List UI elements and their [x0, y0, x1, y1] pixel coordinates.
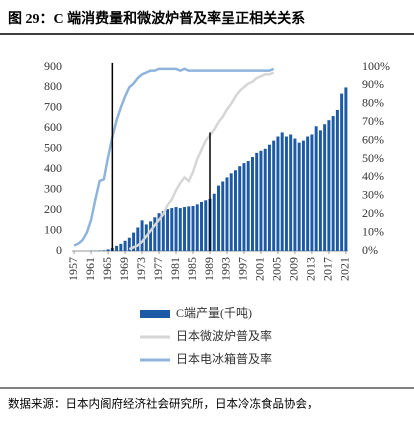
- bar: [192, 206, 195, 251]
- y2-tick-label: 90%: [362, 77, 384, 91]
- legend-label: 日本电冰箱普及率: [176, 351, 272, 366]
- y-tick-label: 900: [44, 59, 62, 73]
- x-tick-label: 2017: [321, 257, 335, 281]
- bar: [204, 200, 207, 251]
- bar: [251, 157, 254, 251]
- y-tick-label: 800: [44, 79, 62, 93]
- bar: [276, 137, 279, 251]
- x-tick-label: 1973: [134, 257, 148, 281]
- x-tick-label: 1965: [100, 257, 114, 281]
- y2-tick-label: 30%: [362, 188, 384, 202]
- y-tick-label: 0: [56, 243, 62, 257]
- y2-tick-label: 50%: [362, 151, 384, 165]
- y-tick-label: 600: [44, 120, 62, 134]
- bar: [306, 137, 309, 251]
- x-tick-label: 2009: [287, 257, 301, 281]
- bar: [102, 250, 105, 251]
- y2-tick-label: 10%: [362, 224, 384, 238]
- bar: [255, 153, 258, 251]
- bar: [293, 139, 296, 251]
- bar: [213, 194, 216, 251]
- bar: [200, 202, 203, 251]
- y-tick-label: 300: [44, 181, 62, 195]
- bar: [196, 204, 199, 251]
- bar: [264, 149, 267, 251]
- bar: [315, 126, 318, 251]
- bar: [323, 124, 326, 251]
- bar: [124, 241, 127, 251]
- x-tick-label: 1977: [151, 257, 165, 281]
- bar: [336, 110, 339, 251]
- x-tick-label: 1989: [202, 257, 216, 281]
- bar: [166, 209, 169, 251]
- legend-label: C端产量(千吨): [176, 306, 252, 320]
- bar: [272, 141, 275, 251]
- x-tick-label: 1957: [66, 257, 80, 281]
- y-tick-label: 700: [44, 100, 62, 114]
- bar: [332, 116, 335, 251]
- bar: [136, 227, 139, 251]
- bar: [247, 161, 250, 251]
- chart-title: 图 29：C 端消费量和微波炉普及率呈正相关关系: [8, 10, 305, 27]
- bar: [285, 137, 288, 251]
- bar: [259, 151, 262, 251]
- x-tick-label: 2005: [270, 257, 284, 281]
- bar: [344, 87, 347, 251]
- bar: [234, 170, 237, 251]
- bar: [115, 246, 118, 251]
- bar: [310, 134, 313, 251]
- x-tick-label: 1969: [117, 257, 131, 281]
- y2-tick-label: 70%: [362, 114, 384, 128]
- y2-tick-label: 80%: [362, 96, 384, 110]
- bar: [268, 145, 271, 251]
- y2-tick-label: 60%: [362, 132, 384, 146]
- bar: [225, 177, 228, 251]
- bar: [298, 143, 301, 251]
- bar: [327, 120, 330, 251]
- y-tick-label: 100: [44, 222, 62, 236]
- y2-tick-label: 40%: [362, 169, 384, 183]
- y-tick-label: 200: [44, 202, 62, 216]
- bar: [187, 206, 190, 251]
- bar: [170, 208, 173, 251]
- x-tick-label: 1981: [168, 257, 182, 281]
- x-tick-label: 1985: [185, 257, 199, 281]
- bar: [238, 166, 241, 251]
- x-tick-label: 1997: [236, 257, 250, 281]
- x-tick-label: 2013: [304, 257, 318, 281]
- bar: [183, 207, 186, 251]
- bar: [217, 186, 220, 251]
- y-tick-label: 500: [44, 141, 62, 155]
- bar: [221, 181, 224, 251]
- y2-tick-label: 20%: [362, 206, 384, 220]
- bar: [119, 244, 122, 251]
- bar: [141, 220, 144, 251]
- x-tick-label: 2021: [338, 257, 352, 281]
- bar: [179, 208, 182, 251]
- y2-tick-label: 0%: [362, 243, 378, 257]
- bar: [289, 134, 292, 251]
- bar: [107, 249, 110, 251]
- bar: [230, 173, 233, 251]
- legend-swatch: [140, 310, 170, 318]
- x-tick-label: 1961: [83, 257, 97, 281]
- bar: [340, 94, 343, 251]
- bar: [302, 141, 305, 251]
- y2-tick-label: 100%: [362, 59, 390, 73]
- bar: [242, 163, 245, 251]
- x-tick-label: 2001: [253, 257, 267, 281]
- legend-label: 日本微波炉普及率: [176, 328, 272, 343]
- x-tick-label: 1993: [219, 257, 233, 281]
- bar: [319, 130, 322, 251]
- y-tick-label: 400: [44, 161, 62, 175]
- bar: [149, 221, 152, 251]
- bar: [175, 207, 178, 251]
- source: 数据来源：日本内阁府经济社会研究所，日本冷冻食品协会，: [8, 397, 319, 411]
- bar: [281, 132, 284, 251]
